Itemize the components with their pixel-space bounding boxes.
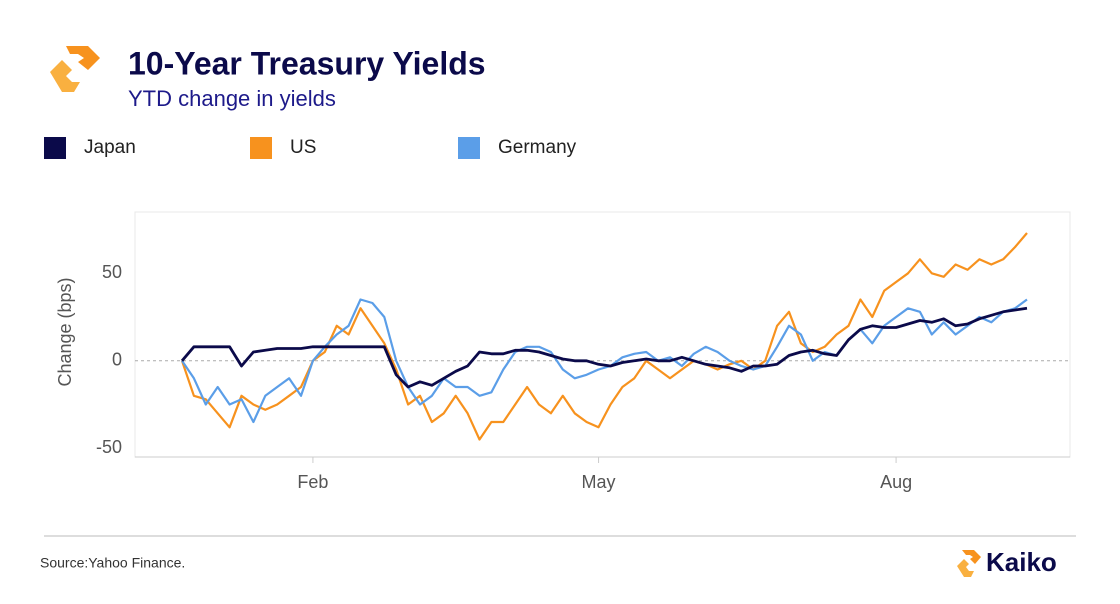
logo (50, 46, 100, 92)
legend-label: US (290, 137, 316, 158)
logo-shape (66, 46, 100, 70)
series-line (180, 306, 1028, 389)
logo-shape (50, 60, 80, 92)
x-tick-label: Feb (297, 472, 328, 492)
logo-shape (957, 559, 974, 577)
brand: Kaiko (986, 547, 1057, 577)
y-tick-label: 0 (112, 350, 122, 370)
x-tick-label: Aug (880, 472, 912, 492)
y-tick-label: 50 (102, 262, 122, 282)
legend-swatch (458, 137, 480, 159)
legend-swatch (250, 137, 272, 159)
series-line (181, 298, 1028, 424)
brand-logo (957, 550, 981, 577)
legend-label: Japan (84, 137, 136, 158)
chart-title: 10-Year Treasury Yields (128, 45, 486, 81)
y-tick-label: -50 (96, 437, 122, 457)
logo-shape (962, 550, 981, 564)
source: Source:Yahoo Finance. (40, 555, 185, 571)
y-axis-label: Change (bps) (55, 277, 75, 386)
x-tick-label: May (582, 472, 616, 492)
legend-label: Germany (498, 137, 577, 158)
legend-swatch (44, 137, 66, 159)
series-line (180, 232, 1028, 441)
chart-subtitle: YTD change in yields (128, 86, 336, 111)
